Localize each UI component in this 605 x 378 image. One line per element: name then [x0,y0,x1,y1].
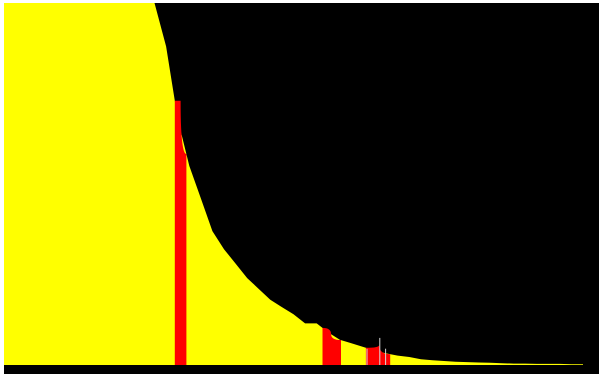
peak-1 [174,100,187,365]
peak-2 [322,327,341,365]
peak-3 [365,345,391,365]
baseline-bar [4,365,599,374]
spectrum-area [4,3,583,365]
